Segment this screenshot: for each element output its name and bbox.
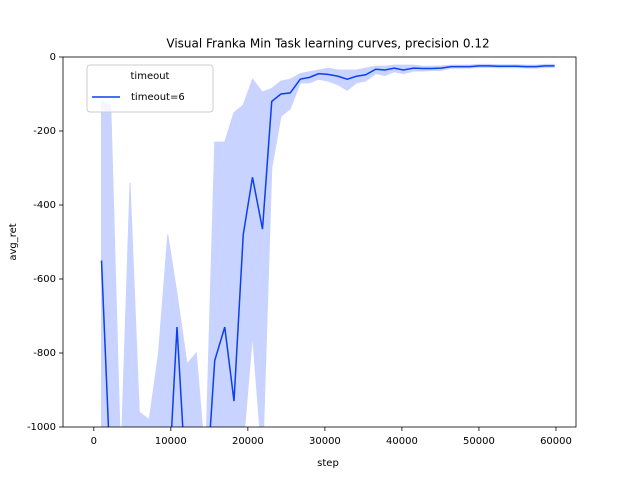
x-tick-label: 50000	[463, 436, 495, 447]
x-tick-label: 30000	[309, 436, 341, 447]
plot-area	[100, 63, 555, 427]
y-tick-label: -200	[33, 126, 56, 137]
legend-box	[86, 64, 214, 113]
x-tick-label: 0	[91, 436, 97, 447]
x-axis-label: step	[317, 458, 339, 469]
chart-title: Visual Franka Min Task learning curves, …	[166, 37, 489, 51]
x-tick-label: 40000	[386, 436, 418, 447]
legend-title: timeout	[131, 71, 170, 82]
confidence-band	[101, 63, 555, 427]
y-tick-label: -1000	[27, 422, 56, 433]
legend: timeout timeout=6	[86, 64, 214, 113]
y-tick-label: -400	[33, 200, 56, 211]
y-tick-label: -800	[33, 348, 56, 359]
x-tick-label: 20000	[232, 436, 264, 447]
x-tick-label: 60000	[540, 436, 572, 447]
y-axis-label: avg_ret	[8, 223, 19, 260]
series-line	[100, 65, 555, 427]
y-tick-label: -600	[33, 274, 56, 285]
y-tick-label: 0	[50, 52, 56, 63]
legend-label: timeout=6	[131, 92, 185, 103]
axes-frame	[62, 56, 577, 428]
x-tick-label: 10000	[155, 436, 187, 447]
